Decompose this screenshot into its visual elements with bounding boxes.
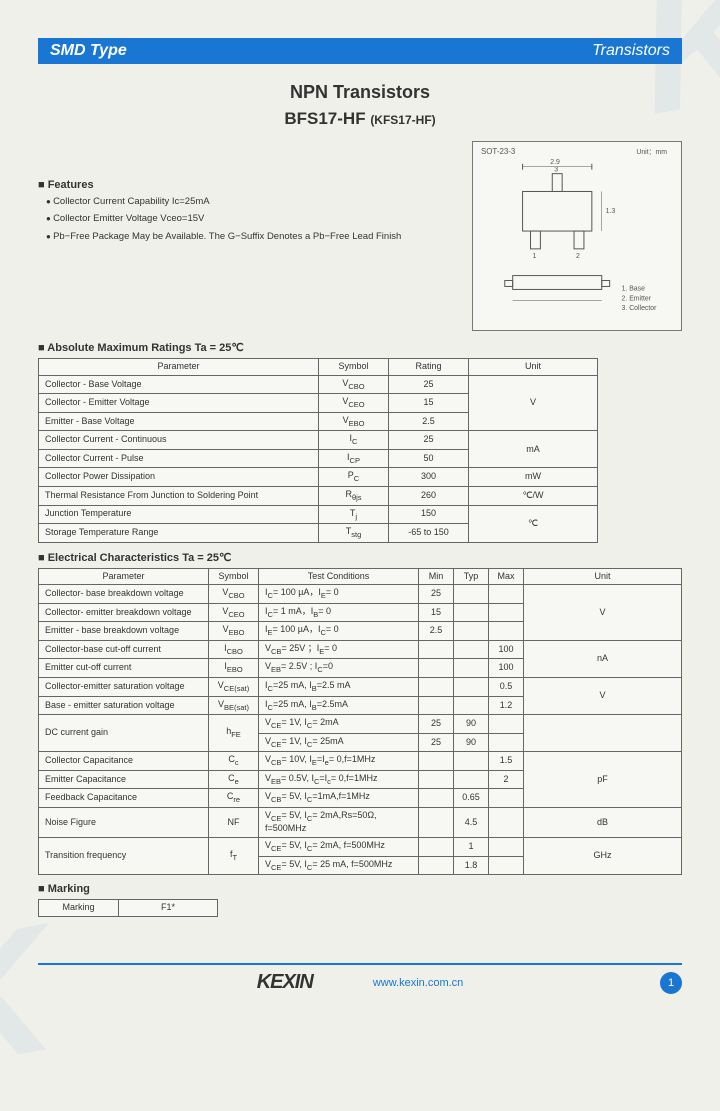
features-section: Features Collector Current Capability Ic… [38,141,460,331]
elec-table: Parameter Symbol Test Conditions Min Typ… [38,568,682,876]
page-number: 1 [660,972,682,994]
page-footer: KEXIN www.kexin.com.cn 1 [0,963,720,994]
title-part: BFS17-HF (KFS17-HF) [38,109,682,129]
svg-text:3. Collector: 3. Collector [622,305,658,312]
svg-text:1. Base: 1. Base [622,285,646,292]
svg-text:1.3: 1.3 [606,208,616,215]
title-block: NPN Transistors BFS17-HF (KFS17-HF) [38,82,682,129]
brand-logo: KEXIN [257,971,313,994]
svg-text:2.9: 2.9 [550,159,560,166]
absmax-table: Parameter Symbol Rating Unit Collector -… [38,358,598,543]
header-left: SMD Type [50,42,127,60]
title-main: NPN Transistors [38,82,682,103]
package-outline: SOT-23-3 Unit：mm 2.9 1.3 [472,141,682,331]
feature-item: Pb−Free Package May be Available. The G−… [46,230,460,243]
pkg-label: SOT-23-3 [481,147,516,156]
header-bar: SMD Type Transistors [38,38,682,64]
svg-text:1: 1 [532,253,536,260]
features-heading: Features [38,179,460,191]
feature-item: Collector Emitter Voltage Vceo=15V [46,212,460,225]
watermark: K [0,886,57,1111]
feature-item: Collector Current Capability Ic=25mA [46,195,460,208]
header-right: Transistors [592,42,670,60]
footer-url: www.kexin.com.cn [373,977,463,989]
svg-text:Unit：mm: Unit：mm [636,149,667,156]
elec-heading: Electrical Characteristics Ta = 25℃ [38,551,682,564]
marking-heading: Marking [38,883,682,895]
svg-text:3: 3 [554,167,558,174]
svg-text:2. Emitter: 2. Emitter [622,295,652,302]
marking-table: MarkingF1* [38,899,218,917]
absmax-heading: Absolute Maximum Ratings Ta = 25℃ [38,341,682,354]
svg-text:2: 2 [576,253,580,260]
page-content: SMD Type Transistors NPN Transistors BFS… [0,0,720,917]
